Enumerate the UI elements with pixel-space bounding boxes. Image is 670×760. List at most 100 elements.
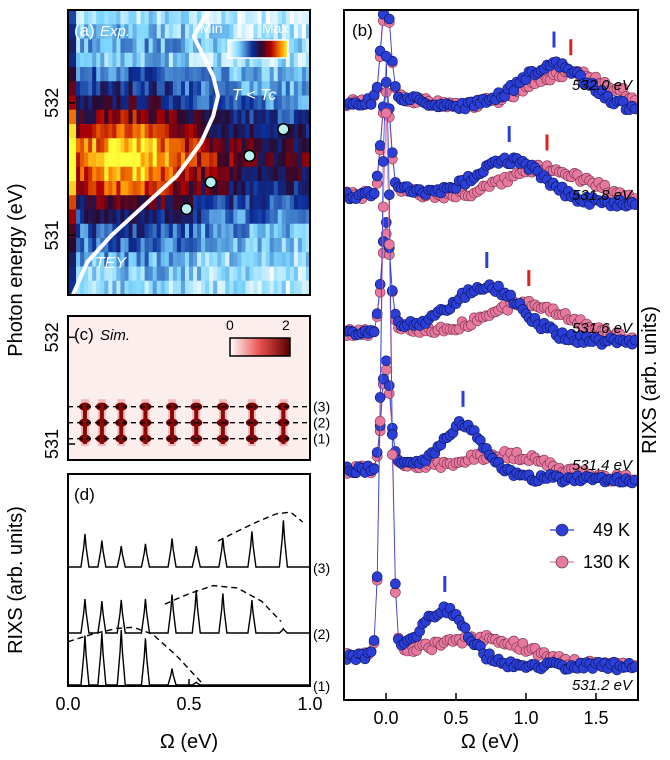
heatmap-cell — [68, 52, 73, 68]
heatmap-cell — [249, 138, 255, 154]
heatmap-cell — [229, 266, 234, 282]
heatmap-cell — [148, 124, 154, 139]
heatmap-cell — [136, 81, 142, 97]
heatmap-cell — [265, 10, 271, 25]
heatmap-cell — [176, 24, 182, 40]
heatmap-cell — [92, 138, 97, 154]
heatmap-cell — [233, 10, 238, 25]
heatmap-cell — [277, 266, 283, 282]
energy-label: 531.2 eV — [572, 677, 634, 694]
heatmap-cell — [281, 152, 287, 168]
heatmap-cell — [233, 266, 238, 282]
data-point-49K — [380, 51, 392, 62]
panel-a-frame — [67, 9, 311, 296]
heatmap-cell — [68, 181, 73, 196]
heatmap-cell — [164, 238, 170, 253]
heatmap-cell — [293, 95, 299, 111]
heatmap-cell — [217, 238, 222, 253]
heatmap-cell — [197, 181, 202, 196]
data-point-130K — [381, 0, 391, 9]
heatmap-cell — [144, 67, 150, 82]
heatmap-cell — [184, 24, 190, 40]
x-tick-label: 0.5 — [176, 694, 201, 714]
heatmap-cell — [265, 195, 271, 211]
heatmap-cell — [261, 252, 267, 268]
heatmap-cell — [257, 95, 263, 111]
heatmap-cell — [112, 67, 117, 82]
heatmap-cell — [245, 166, 251, 182]
heatmap-cell — [229, 223, 234, 239]
heatmap-cell — [305, 181, 310, 196]
heatmap-cell — [277, 95, 283, 111]
heatmap-cell — [92, 209, 97, 225]
heatmap-cell — [76, 166, 81, 182]
heatmap-cell — [76, 223, 81, 239]
heatmap-cell — [92, 81, 97, 97]
heatmap-cell — [160, 209, 166, 225]
heatmap-cell — [277, 109, 283, 125]
heatmap-cell — [209, 280, 214, 295]
heatmap-cell — [201, 138, 206, 154]
heatmap-cell — [96, 81, 101, 97]
heatmap-cell — [205, 166, 210, 182]
heatmap-cell — [213, 181, 218, 196]
heatmap-cell — [80, 52, 85, 68]
heatmap-cell — [168, 81, 174, 97]
heatmap-cell — [233, 138, 238, 154]
heatmap-cell — [297, 52, 303, 68]
heatmap-cell — [297, 280, 303, 295]
heatmap-cell — [261, 166, 267, 182]
heatmap-cell — [116, 152, 122, 168]
heatmap-cell — [301, 81, 307, 97]
heatmap-cell — [172, 109, 178, 125]
heatmap-cell — [124, 280, 130, 295]
heatmap-cell — [104, 81, 109, 97]
heatmap-cell — [241, 24, 247, 40]
heatmap-cell — [205, 266, 210, 282]
heatmap-cell — [301, 109, 307, 125]
heatmap-cell — [84, 81, 89, 97]
heatmap-cell — [104, 124, 109, 139]
heatmap-cell — [132, 181, 138, 196]
heatmap-cell — [128, 95, 134, 111]
heatmap-cell — [297, 209, 303, 225]
energy-label: 532.0 eV — [572, 77, 634, 94]
heatmap-cell — [120, 195, 126, 211]
panel-d-spectra — [67, 511, 310, 686]
heatmap-cell — [132, 109, 138, 125]
heatmap-cell — [156, 124, 162, 139]
heatmap-cell — [193, 266, 198, 282]
heatmap-cell — [92, 52, 97, 68]
heatmap-cell — [301, 266, 307, 282]
heatmap-cell — [217, 195, 222, 211]
heatmap-cell — [249, 266, 255, 282]
data-point-49K — [459, 622, 471, 634]
heatmap-cell — [201, 181, 206, 196]
heatmap-cell — [152, 109, 158, 125]
heatmap-cell — [108, 124, 113, 139]
heatmap-cell — [257, 166, 263, 182]
heatmap-cell — [205, 252, 210, 268]
heatmap-cell — [168, 266, 174, 282]
heatmap-cell — [180, 223, 186, 239]
heatmap-cell — [241, 280, 247, 295]
heatmap-cell — [273, 95, 279, 111]
heatmap-cell — [297, 181, 303, 196]
heatmap-cell — [217, 223, 222, 239]
heatmap-cell — [253, 124, 259, 139]
heatmap-cell — [80, 138, 85, 154]
energy-label: 531.6 eV — [572, 320, 634, 337]
heatmap-cell — [269, 223, 275, 239]
heatmap-cell — [152, 52, 158, 68]
heatmap-cell — [217, 81, 222, 97]
heatmap-cell — [289, 195, 295, 211]
heatmap-cell — [201, 209, 206, 225]
heatmap-cell — [209, 266, 214, 282]
heatmap-cell — [80, 10, 85, 25]
heatmap-cell — [225, 280, 230, 295]
heatmap-cell — [201, 166, 206, 182]
heatmap-cell — [128, 109, 134, 125]
heatmap-cell — [80, 195, 85, 211]
heatmap-cell — [197, 280, 202, 295]
